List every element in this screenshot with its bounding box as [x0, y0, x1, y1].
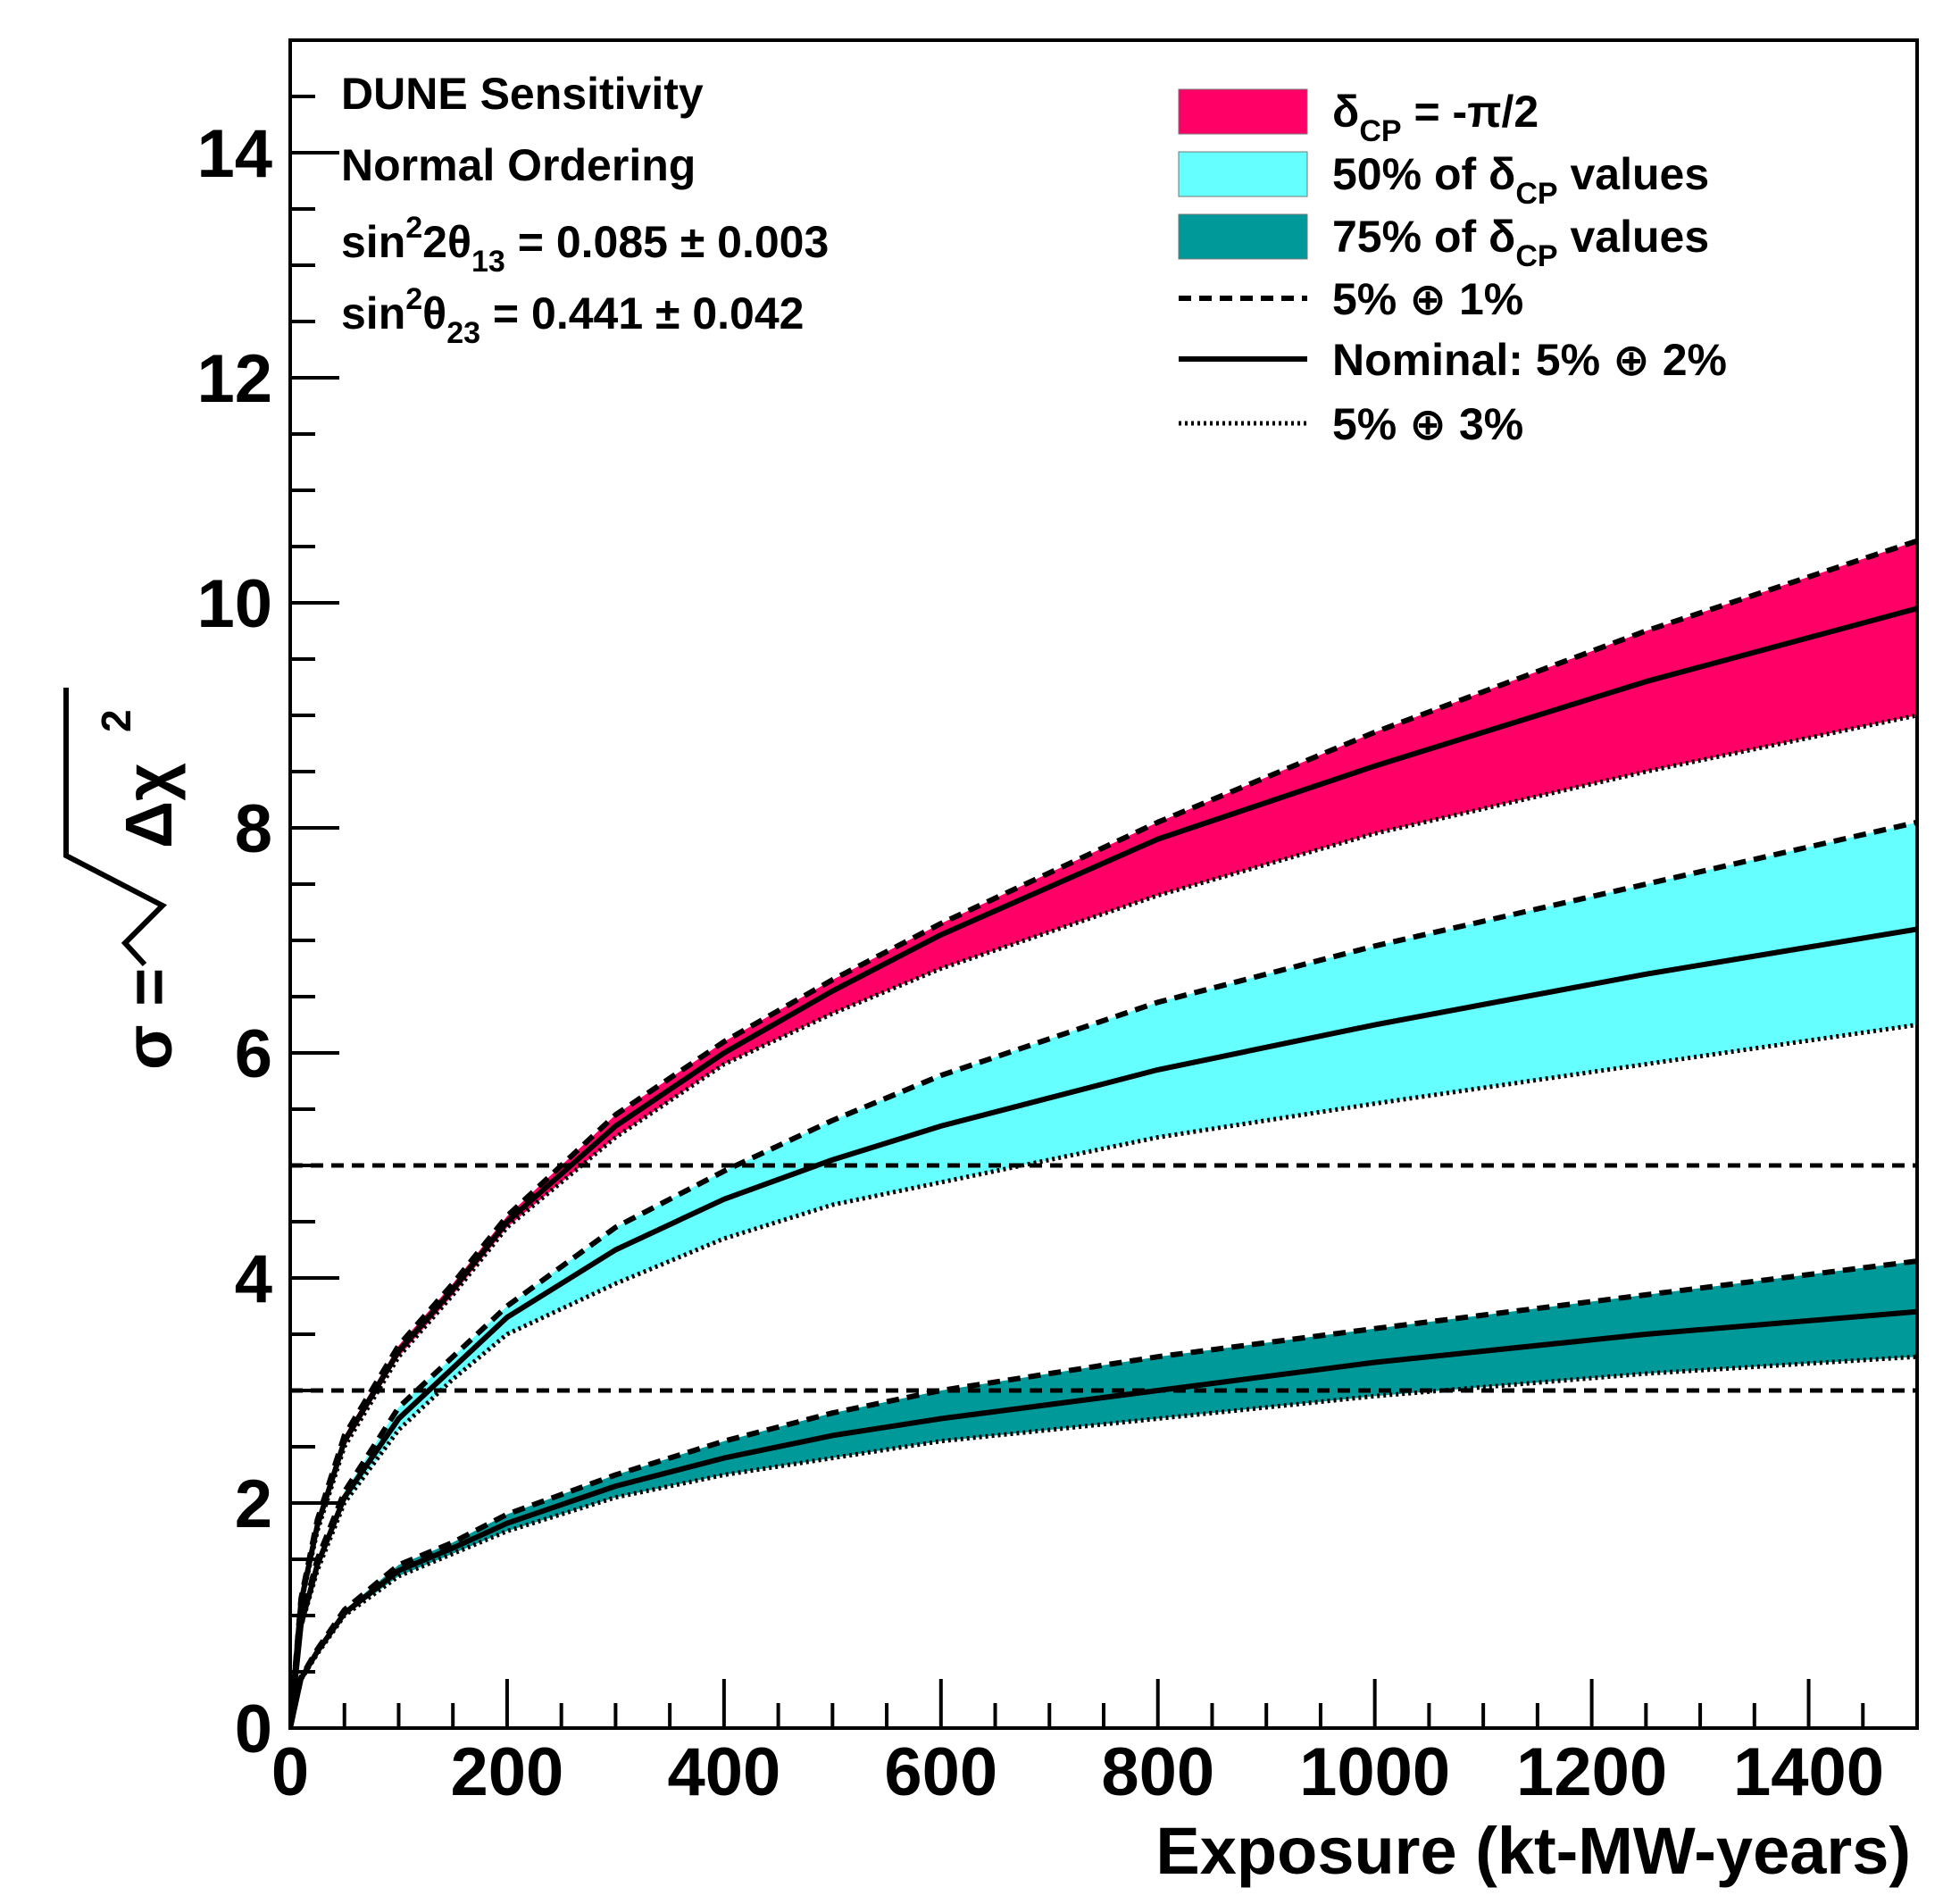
- annotation-text: = 0.085 ± 0.003: [505, 217, 829, 267]
- legend-text: = -π/2: [1402, 87, 1539, 137]
- sqrt-sign: [63, 688, 168, 967]
- legend-label-2: 75% of δCP values: [1332, 212, 1709, 273]
- annotation-line-3: sin2θ23 = 0.441 ± 0.042: [341, 282, 804, 350]
- annotation-line-2: sin22θ13 = 0.085 ± 0.003: [341, 211, 829, 279]
- annotation-text: Normal Ordering: [341, 140, 696, 190]
- annotation-superscript: 2: [405, 211, 422, 245]
- y-tick-label: 6: [235, 1016, 272, 1092]
- x-tick-label: 600: [884, 1734, 997, 1810]
- y-axis-title: σ = Δχ 2: [63, 688, 186, 1070]
- legend-swatch-1: [1178, 151, 1308, 197]
- annotation-text: 2θ: [422, 217, 471, 267]
- legend-label-4: Nominal: 5% ⊕ 2%: [1332, 335, 1727, 385]
- tick-labels: 0 200 400 600 800 1000 1200 1400 0 2 4 6 8 10 12 14: [196, 116, 1884, 1810]
- annotation-text: sin: [341, 288, 405, 338]
- y-tick-label: 12: [196, 341, 272, 417]
- annotation-text: sin: [341, 217, 405, 267]
- legend-label-0: δCP = -π/2: [1332, 87, 1539, 148]
- curve-0-lower_5_3: [290, 713, 1917, 1728]
- legend-text: values: [1558, 212, 1710, 262]
- x-tick-label: 1200: [1516, 1734, 1667, 1810]
- y-tick-label: 14: [196, 116, 272, 192]
- annotation-line-0: DUNE Sensitivity: [341, 69, 704, 119]
- legend-label-1: 50% of δCP values: [1332, 149, 1709, 211]
- curve-0-upper_5_1: [290, 538, 1917, 1728]
- y-axis-title-prefix: σ =: [112, 968, 186, 1070]
- legend-label-3: 5% ⊕ 1%: [1332, 274, 1523, 324]
- x-tick-label: 200: [451, 1734, 564, 1810]
- y-tick-label: 10: [196, 566, 272, 642]
- y-tick-label: 0: [235, 1691, 272, 1767]
- legend-subscript: CP: [1515, 177, 1557, 211]
- legend-label-5: 5% ⊕ 3%: [1332, 399, 1523, 449]
- x-tick-label: 800: [1101, 1734, 1214, 1810]
- x-tick-label: 1400: [1733, 1734, 1884, 1810]
- legend-text: δ: [1332, 87, 1359, 137]
- curve-0-nominal_5_2: [290, 605, 1917, 1728]
- x-tick-label: 0: [271, 1734, 309, 1810]
- annotation-text: = 0.441 ± 0.042: [480, 288, 804, 338]
- annotation-superscript: 2: [405, 282, 422, 316]
- annotation-subscript: 13: [471, 245, 505, 279]
- confidence-bands: [290, 540, 1917, 1728]
- y-tick-label: 8: [235, 791, 272, 867]
- legend-text: Nominal: 5% ⊕ 2%: [1332, 335, 1727, 385]
- legend-swatch-0: [1178, 88, 1308, 135]
- x-tick-label: 400: [667, 1734, 780, 1810]
- legend-text: 50% of δ: [1332, 149, 1515, 199]
- legend-text: 5% ⊕ 3%: [1332, 399, 1523, 449]
- band-fill-1: [290, 822, 1917, 1728]
- annotation-text: DUNE Sensitivity: [341, 69, 704, 119]
- y-axis-title-radicand: Δχ: [112, 763, 186, 848]
- physics-annotations: DUNE Sensitivity Normal Ordering sin22θ13 …: [341, 69, 829, 350]
- y-axis-title-power: 2: [93, 709, 139, 732]
- axis-ticks: [288, 38, 1919, 1730]
- legend-subscript: CP: [1515, 239, 1557, 273]
- sensitivity-curves: [290, 538, 1917, 1728]
- curve-1-lower_5_3: [290, 1023, 1917, 1728]
- curve-2-nominal_5_2: [290, 1308, 1917, 1728]
- annotation-text: θ: [422, 288, 446, 338]
- legend-text: 5% ⊕ 1%: [1332, 274, 1523, 324]
- band-fill-2: [290, 1261, 1917, 1728]
- legend-swatch-2: [1178, 213, 1308, 260]
- y-tick-label: 2: [235, 1466, 272, 1542]
- y-tick-label: 4: [235, 1241, 272, 1317]
- legend-subscript: CP: [1359, 114, 1401, 148]
- x-tick-label: 1000: [1299, 1734, 1450, 1810]
- x-axis-title: Exposure (kt-MW-years): [1155, 1814, 1911, 1888]
- curve-2-upper_5_1: [290, 1258, 1917, 1728]
- legend-text: 75% of δ: [1332, 212, 1515, 262]
- curve-1-nominal_5_2: [290, 926, 1917, 1728]
- annotation-subscript: 23: [446, 316, 480, 350]
- legend-text: values: [1558, 149, 1710, 199]
- annotation-line-1: Normal Ordering: [341, 140, 696, 190]
- band-fill-0: [290, 540, 1917, 1728]
